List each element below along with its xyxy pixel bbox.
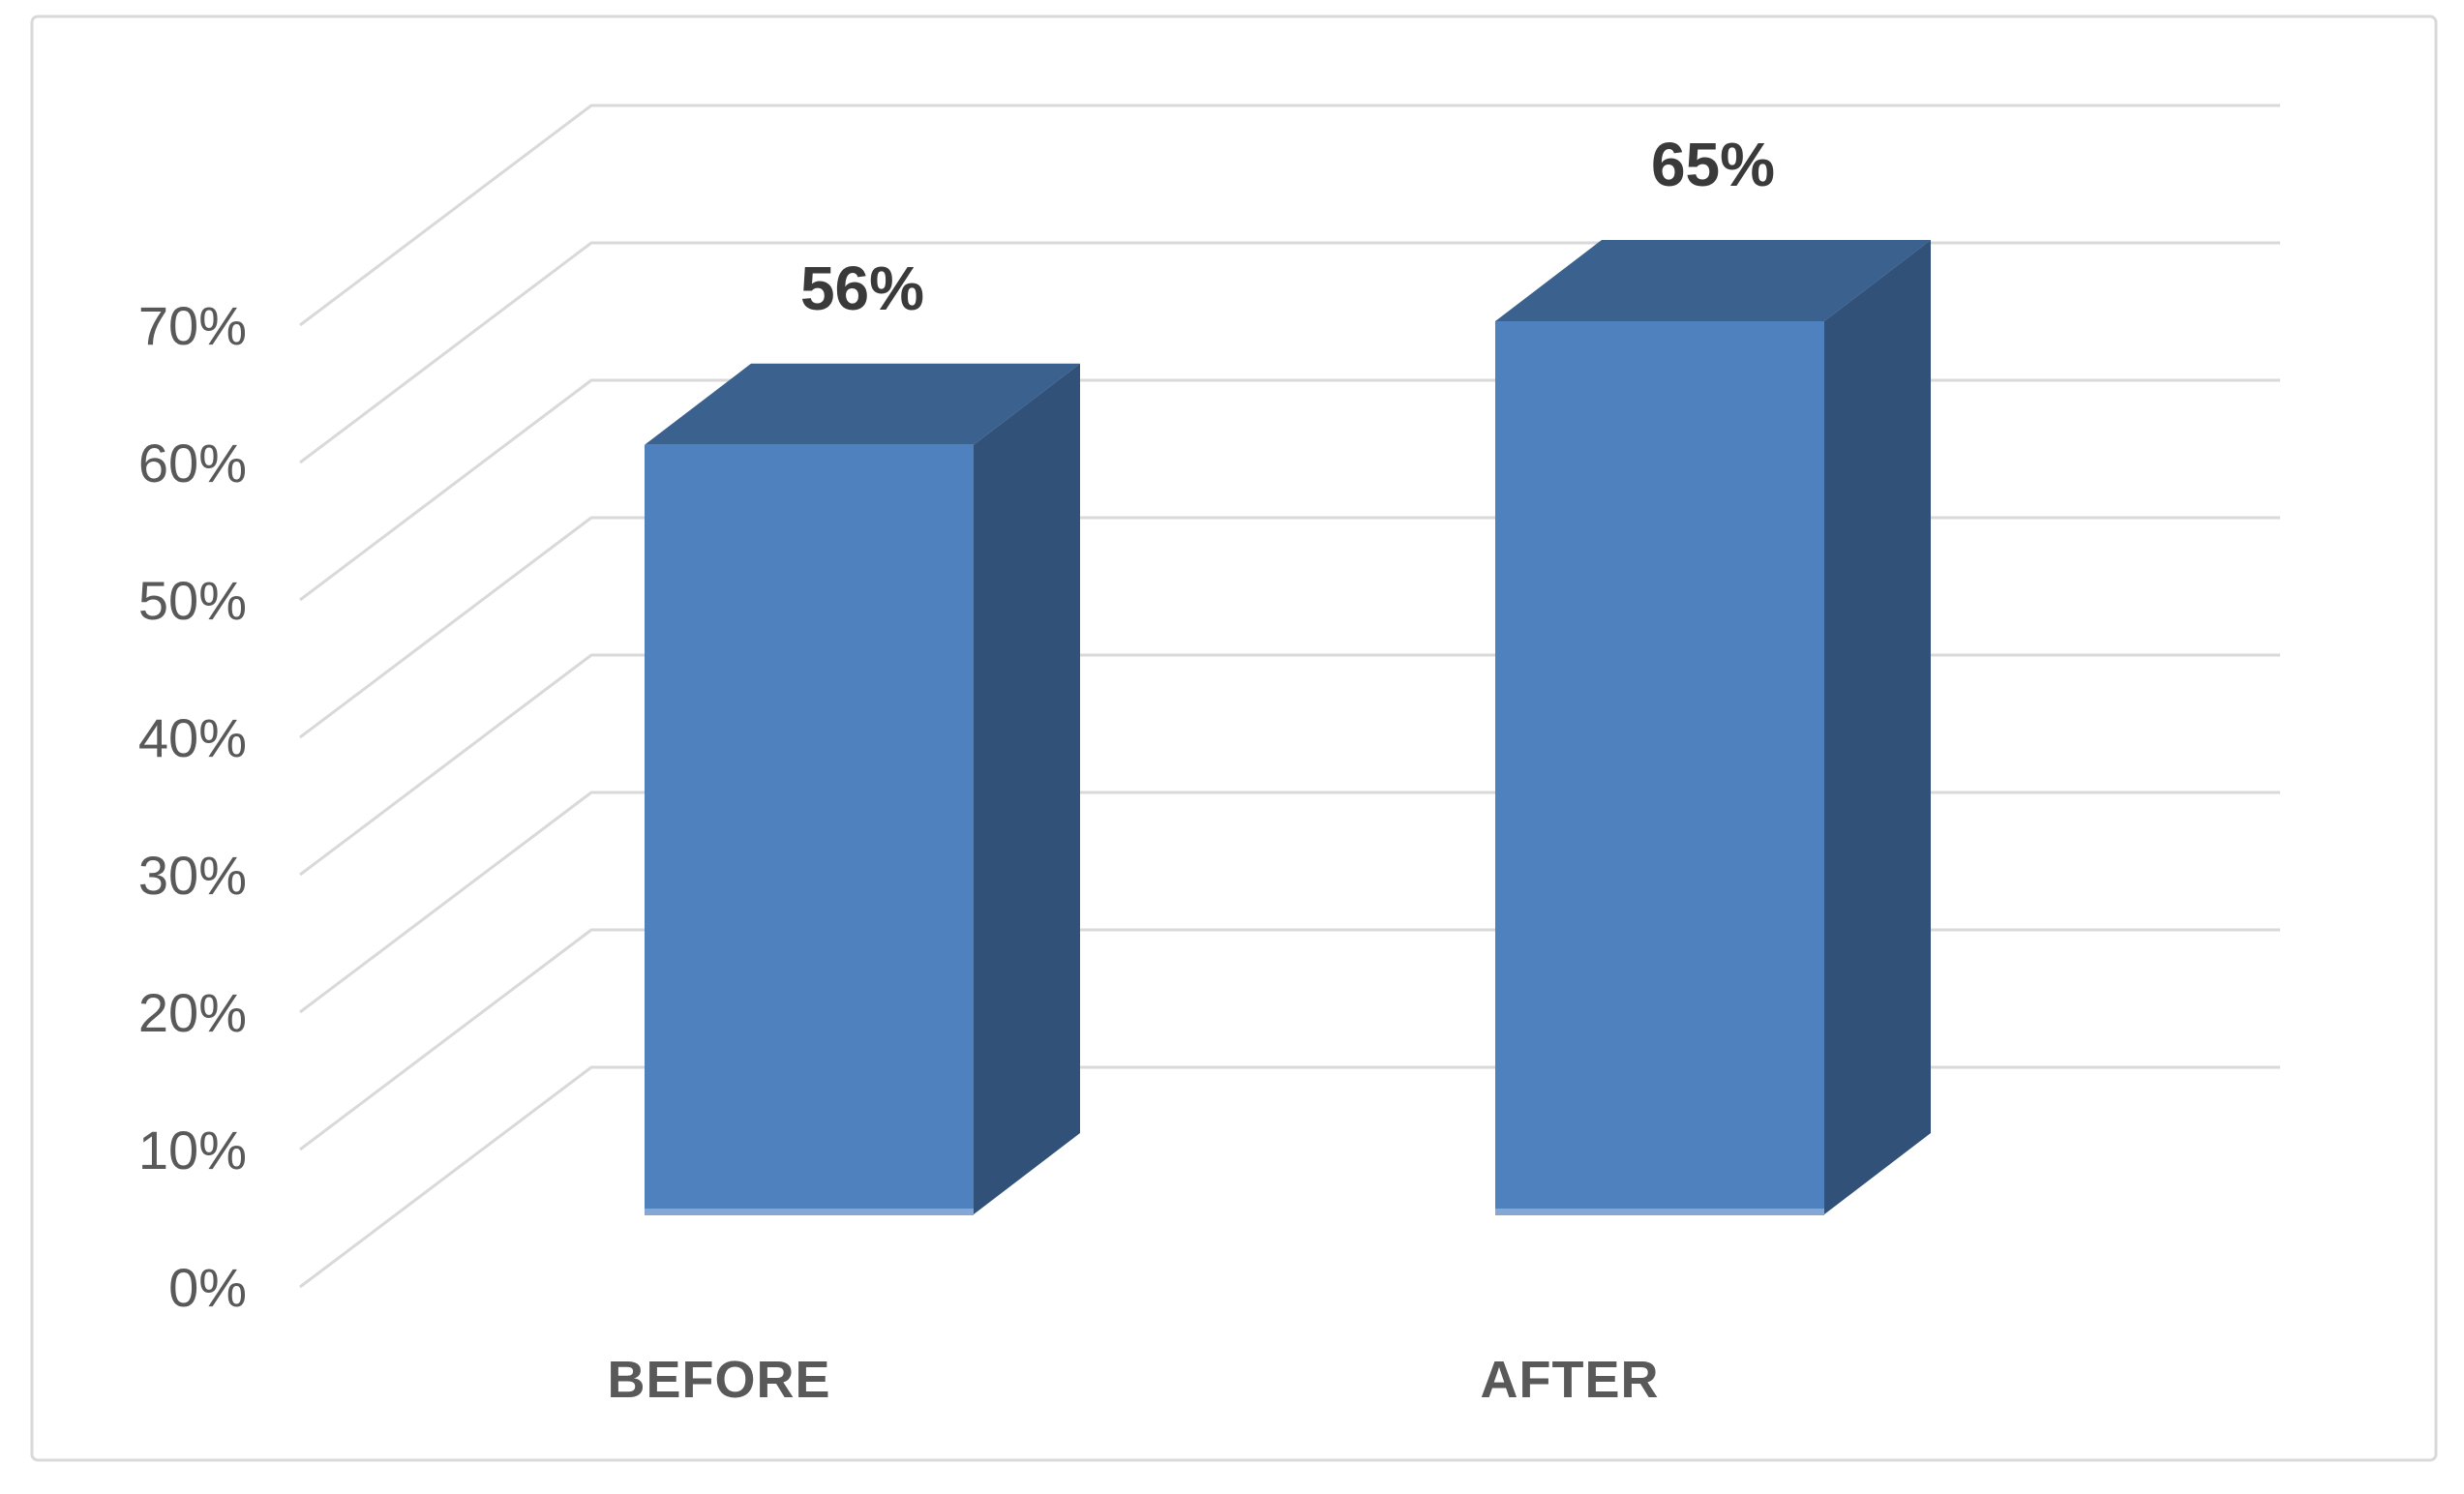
data-label-before: 56%	[800, 254, 924, 323]
y-axis-tick-label: 10%	[138, 1120, 247, 1180]
bar-side-face-before	[974, 363, 1080, 1214]
bar-bottom-highlight-before	[645, 1209, 974, 1215]
gridline-70%	[299, 104, 2280, 327]
bar-top-face-after	[1495, 240, 1931, 321]
y-axis-tick-label: 30%	[138, 845, 247, 906]
bar-front-face-after	[1495, 321, 1824, 1214]
y-axis-tick-label: 70%	[138, 295, 247, 356]
data-label-after: 65%	[1651, 130, 1775, 199]
y-axis-tick-label: 40%	[138, 707, 247, 768]
y-axis-tick-label: 0%	[168, 1257, 247, 1318]
y-axis-tick-label: 20%	[138, 982, 247, 1043]
category-label-before: BEFORE	[607, 1351, 830, 1409]
bar-front-face-before	[645, 444, 974, 1214]
bar-side-face-after	[1824, 240, 1931, 1214]
chart-border	[30, 15, 2438, 1462]
category-label-after: AFTER	[1481, 1351, 1660, 1409]
y-axis-tick-label: 50%	[138, 570, 247, 631]
bar-top-face-before	[645, 363, 1080, 445]
y-axis-tick-label: 60%	[138, 433, 247, 493]
bar-bottom-highlight-after	[1495, 1209, 1824, 1215]
